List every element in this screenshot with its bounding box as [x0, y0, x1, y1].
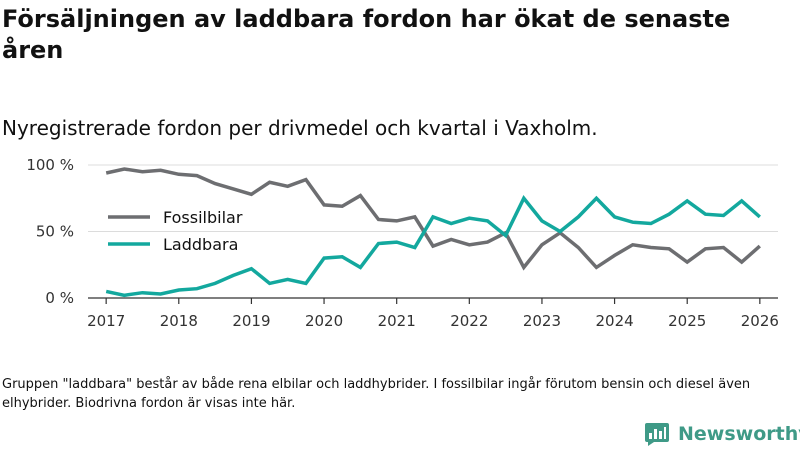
x-tick-label: 2020	[305, 312, 343, 330]
x-tick-label: 2022	[450, 312, 488, 330]
x-tick-label: 2023	[523, 312, 561, 330]
legend-background	[100, 234, 258, 256]
series-line-fossilbilar	[105, 167, 761, 271]
series-line-laddbara	[105, 195, 761, 298]
x-tick-label: 2018	[160, 312, 198, 330]
y-tick-label: 50 %	[36, 223, 74, 241]
brand-logo[interactable]: Newsworthy	[644, 419, 800, 449]
chart-title: Försäljningen av laddbara fordon har öka…	[2, 5, 731, 64]
legend-background	[100, 207, 258, 229]
footnote: Gruppen "laddbara" består av både rena e…	[2, 377, 751, 411]
x-tick-label: 2017	[87, 312, 125, 330]
x-tick-label: 2021	[378, 312, 416, 330]
y-axis: 0 % 50 % 100 %	[26, 156, 74, 307]
legend-label-fossilbilar: Fossilbilar	[163, 208, 243, 227]
legend: Fossilbilar Laddbara	[100, 207, 258, 256]
y-tick-label: 0 %	[45, 289, 74, 307]
legend-label-laddbara: Laddbara	[163, 235, 238, 254]
series-lines	[105, 167, 761, 298]
newsworthy-logo-icon	[645, 423, 669, 446]
x-tick-label: 2019	[232, 312, 270, 330]
y-tick-label: 100 %	[26, 156, 74, 174]
x-tick-label: 2025	[668, 312, 706, 330]
x-tick-label: 2024	[595, 312, 633, 330]
x-tick-label: 2026	[741, 312, 779, 330]
chart-subtitle: Nyregistrerade fordon per drivmedel och …	[2, 116, 598, 140]
gridlines	[88, 164, 778, 232]
brand-name: Newsworthy	[678, 423, 800, 445]
line-chart: 0 % 50 % 100 % 2017 2018 2019 2020 2021 2022 202…	[26, 156, 779, 330]
x-axis: 2017 2018 2019 2020 2021 2022 2023 2024 2025 2026	[87, 297, 779, 330]
